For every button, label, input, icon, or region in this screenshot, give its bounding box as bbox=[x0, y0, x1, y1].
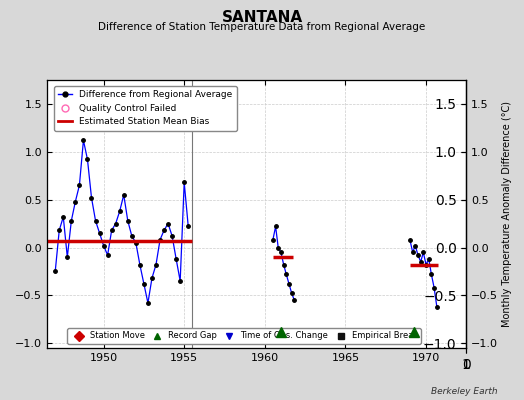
Text: Difference of Station Temperature Data from Regional Average: Difference of Station Temperature Data f… bbox=[99, 22, 425, 32]
Text: SANTANA: SANTANA bbox=[222, 10, 302, 25]
Y-axis label: Monthly Temperature Anomaly Difference (°C): Monthly Temperature Anomaly Difference (… bbox=[503, 101, 512, 327]
Text: Berkeley Earth: Berkeley Earth bbox=[431, 387, 498, 396]
Legend: Station Move, Record Gap, Time of Obs. Change, Empirical Break: Station Move, Record Gap, Time of Obs. C… bbox=[67, 328, 421, 344]
